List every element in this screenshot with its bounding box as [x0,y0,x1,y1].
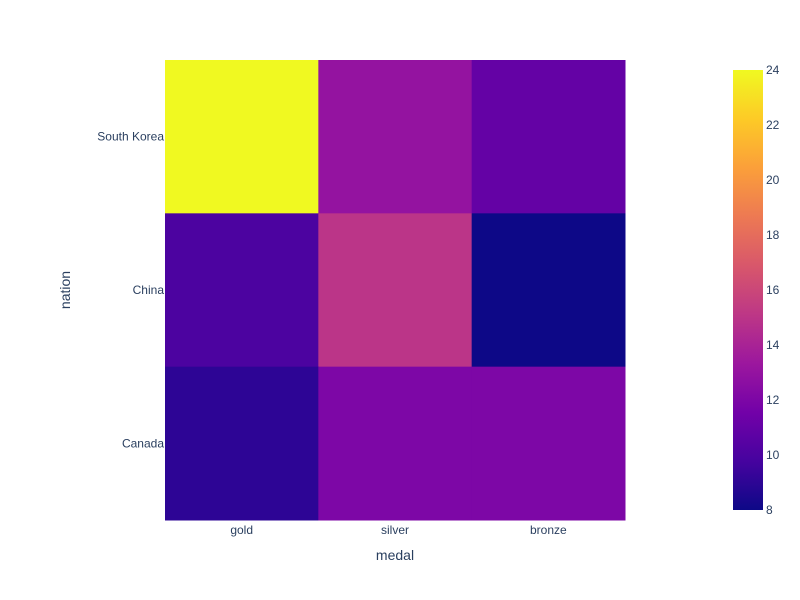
colorbar-tick-label: 20 [766,173,780,187]
colorbar-tick-label: 10 [766,448,780,462]
colorbar-tick-label: 24 [766,63,780,77]
y-tick-label: Canada [122,436,164,450]
heatmap-cell [165,213,319,368]
heatmap-cell [471,213,626,368]
colorbar [733,70,763,510]
x-axis-ticks: gold silver bronze [230,523,567,537]
colorbar-tick-label: 16 [766,283,780,297]
x-tick-label: gold [230,523,253,537]
heatmap-cell [165,60,319,214]
heatmap-cell [471,60,626,214]
colorbar-tick-label: 18 [766,228,780,242]
colorbar-tick-label: 12 [766,393,780,407]
x-axis-title: medal [376,547,414,563]
heatmap-cell [318,366,473,521]
y-axis-title: nation [57,271,73,309]
x-tick-label: bronze [530,523,567,537]
heatmap-cells [165,60,626,521]
heatmap-cell [471,366,626,521]
y-tick-label: South Korea [97,130,164,144]
colorbar-tick-label: 22 [766,118,780,132]
y-axis-ticks: South Korea China Canada [97,130,164,451]
heatmap-cell [318,213,473,368]
colorbar-tick-label: 14 [766,338,780,352]
x-tick-label: silver [381,523,409,537]
colorbar-tick-label: 8 [766,503,773,517]
heatmap-cell [165,366,319,521]
heatmap-cell [318,60,473,214]
y-tick-label: China [133,283,165,297]
colorbar-ticks: 8 10 12 14 16 18 20 22 24 [766,63,780,517]
